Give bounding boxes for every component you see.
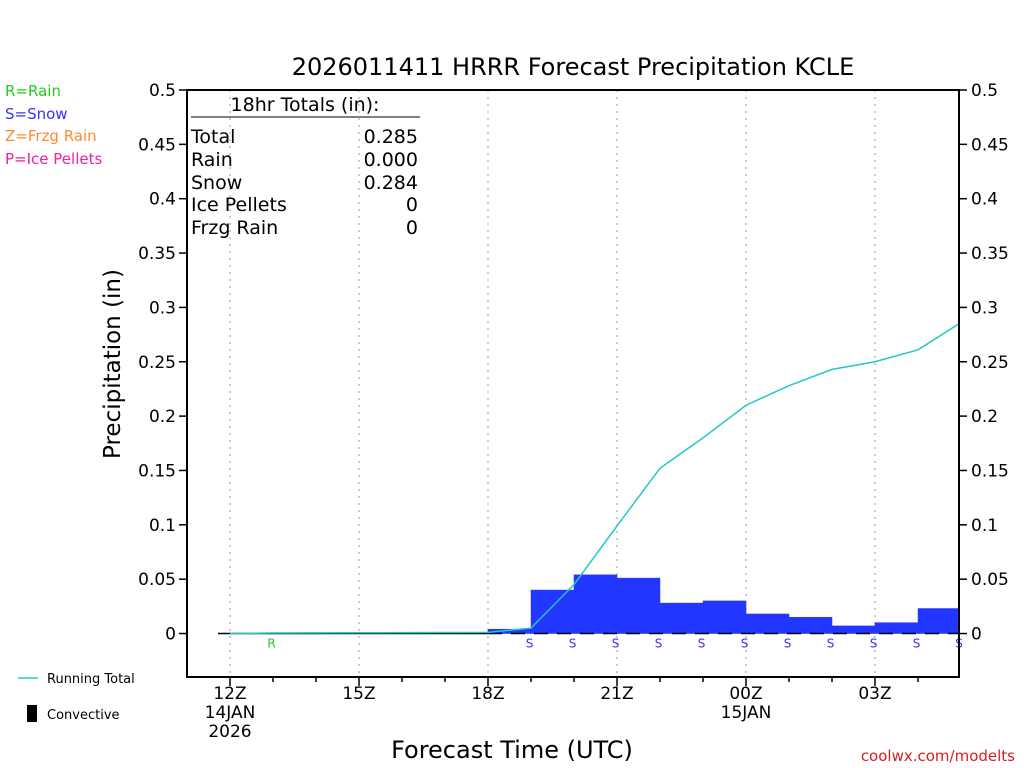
bars-group [487, 574, 960, 634]
totals-label-ice-pellets: Ice Pellets [191, 194, 287, 216]
y-tick-label-left: 0.45 [138, 135, 176, 155]
x-tick-label: 12Z [213, 684, 246, 704]
precip-bar [831, 625, 876, 634]
totals-value-total: 0.285 [364, 126, 418, 148]
ptype-marker: S [741, 637, 749, 651]
totals-box: 18hr Totals (in): Total 0.285 Rain 0.000… [190, 94, 420, 239]
totals-label-frzg-rain: Frzg Rain [191, 217, 278, 239]
y-axis-label: Precipitation (in) [100, 269, 126, 459]
ptype-marker: S [655, 637, 663, 651]
totals-label-snow: Snow [191, 172, 242, 194]
convective-swatch [27, 705, 37, 722]
totals-header: 18hr Totals (in): [231, 94, 380, 116]
ptype-marker: S [913, 637, 921, 651]
ptype-marker: S [612, 637, 620, 651]
x-tick-label: 15JAN [721, 703, 772, 723]
totals-value-rain: 0.000 [364, 149, 418, 171]
legend-running-total: Running Total [47, 672, 135, 687]
y-tick-label-right: 0.45 [971, 135, 1009, 155]
ptype-marker: S [827, 637, 835, 651]
legend-frzg-rain: Z=Frzg Rain [5, 127, 97, 145]
y-tick-label-left: 0.05 [138, 570, 176, 590]
plot-frame [186, 89, 960, 678]
y-tick-label-right: 0.15 [971, 461, 1009, 481]
x-tick-label: 15Z [342, 684, 375, 704]
y-tick-label-left: 0.3 [149, 298, 176, 318]
y-tick-label-right: 0.05 [971, 570, 1009, 590]
ptype-marker: S [569, 637, 577, 651]
x-tick-label: 2026 [208, 722, 251, 742]
precip-bar [788, 616, 833, 634]
y-tick-label-left: 0.5 [149, 81, 176, 101]
y-axis-left: 0 0.05 0.1 0.15 0.2 0.25 0.3 0.35 0.4 0.45 0.5 [138, 81, 187, 645]
watermark: coolwx.com/modelts [861, 747, 1015, 765]
totals-value-snow: 0.284 [364, 172, 418, 194]
legend-rain: R=Rain [5, 82, 61, 100]
y-tick-label-right: 0.3 [971, 298, 998, 318]
line-legend: Running Total Convective [18, 672, 135, 723]
x-tick-label: 00Z [729, 684, 762, 704]
precip-bar [745, 613, 790, 634]
y-tick-label-left: 0.25 [138, 353, 176, 373]
y-axis-right: 0 0.05 0.1 0.15 0.2 0.25 0.3 0.35 0.4 0.45 0.5 [959, 81, 1009, 645]
ptype-marker: S [526, 637, 534, 651]
y-tick-label-right: 0.35 [971, 244, 1009, 264]
y-tick-label-left: 0.35 [138, 244, 176, 264]
y-tick-label-left: 0.15 [138, 461, 176, 481]
ptype-marker: S [870, 637, 878, 651]
y-tick-label-right: 0.2 [971, 407, 998, 427]
ptype-legend: R=Rain S=Snow Z=Frzg Rain P=Ice Pellets [5, 82, 102, 168]
y-tick-label-left: 0.2 [149, 407, 176, 427]
x-tick-label: 21Z [600, 684, 633, 704]
precip-bar [573, 574, 618, 634]
legend-convective: Convective [47, 708, 120, 723]
ptype-marker: S [698, 637, 706, 651]
x-axis-label: Forecast Time (UTC) [391, 736, 633, 764]
ptype-marker: R [267, 637, 275, 651]
running-total-line [229, 323, 960, 635]
legend-ice-pellets: P=Ice Pellets [5, 150, 102, 168]
ptype-marker: S [784, 637, 792, 651]
precip-bar [659, 602, 704, 634]
legend-snow: S=Snow [5, 105, 68, 123]
precip-bar [616, 577, 661, 634]
y-tick-label-right: 0.5 [971, 81, 998, 101]
totals-label-rain: Rain [191, 149, 233, 171]
y-tick-label-left: 0.1 [149, 516, 176, 536]
x-tick-label: 14JAN [205, 703, 256, 723]
precip-bar [530, 589, 575, 634]
totals-value-ice-pellets: 0 [406, 194, 418, 216]
y-tick-label-right: 0.25 [971, 353, 1009, 373]
x-tick-label: 03Z [858, 684, 891, 704]
y-tick-label-right: 0.1 [971, 516, 998, 536]
totals-value-frzg-rain: 0 [406, 217, 418, 239]
chart-title: 2026011411 HRRR Forecast Precipitation K… [292, 53, 855, 81]
y-tick-label-left: 0.4 [149, 190, 176, 210]
precip-bar [702, 600, 747, 634]
x-tick-label: 18Z [471, 684, 504, 704]
precip-bar [874, 622, 919, 634]
y-tick-label-left: 0 [165, 625, 176, 645]
y-tick-label-right: 0.4 [971, 190, 998, 210]
y-tick-label-right: 0 [971, 625, 982, 645]
totals-label-total: Total [190, 126, 235, 148]
precip-bar [917, 608, 960, 634]
